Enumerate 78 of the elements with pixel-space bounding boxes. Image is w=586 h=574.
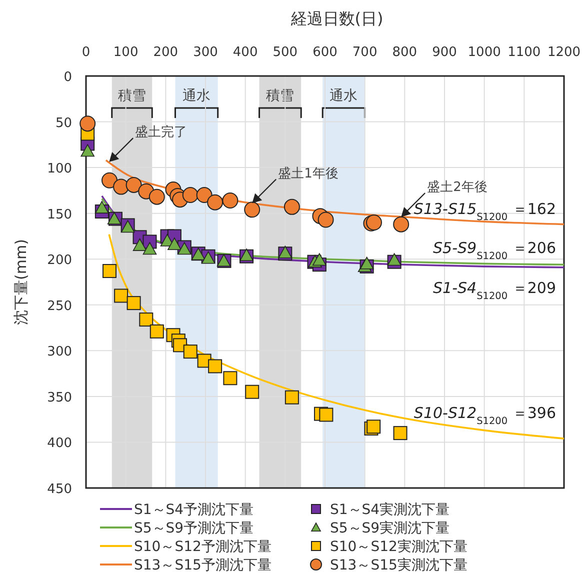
point [126, 176, 142, 193]
point [182, 187, 198, 204]
annotation: 盛土1年後 [278, 166, 338, 182]
legend-label: S13～S15予測沈下量 [134, 558, 272, 574]
y-tick-label: 50 [55, 116, 72, 131]
point [148, 188, 165, 205]
point [102, 172, 118, 188]
point [222, 192, 238, 209]
point [196, 187, 212, 204]
annotation: S10-S12$_{S1200}$＝396 [414, 404, 556, 426]
legend-label: S13～S15実測沈下量 [330, 558, 468, 574]
x-tick-label: 1000 [468, 45, 501, 60]
point [208, 359, 222, 374]
band-label: 通水 [330, 88, 358, 104]
point [102, 264, 116, 278]
x-tick-label: 1100 [508, 45, 541, 60]
point [312, 253, 326, 266]
legend-label: S1～S4予測沈下量 [134, 502, 254, 518]
legend-label: S5～S9予測沈下量 [134, 520, 254, 536]
x-tick-label: 100 [113, 45, 138, 60]
band-label: 積雪 [118, 88, 146, 104]
y-tick-label: 0 [64, 70, 72, 85]
band-label: 積雪 [266, 88, 294, 104]
legend-label: S1～S4実測沈下量 [330, 502, 450, 518]
x-axis-title: 経過日数(日) [290, 9, 384, 28]
annotation: S1-S4$_{S1200}$＝209 [433, 279, 556, 302]
point [80, 144, 94, 157]
x-tick-label: 1200 [547, 45, 581, 60]
x-tick-label: 600 [312, 45, 338, 60]
point [223, 371, 238, 386]
x-tick-label: 700 [352, 45, 378, 60]
point [245, 384, 260, 399]
x-tick-label: 400 [232, 45, 258, 60]
point [244, 202, 260, 218]
x-tick-label: 300 [193, 45, 218, 60]
y-axis-title: 沈下量(mm) [12, 239, 30, 325]
point [360, 256, 374, 270]
x-tick-label: 500 [272, 45, 298, 60]
y-tick-label: 450 [47, 482, 72, 497]
point [150, 324, 164, 338]
y-tick-label: 300 [47, 344, 72, 360]
point [278, 246, 292, 258]
point [387, 253, 402, 266]
legend-label: S5～S9実測沈下量 [330, 520, 450, 536]
point [393, 426, 408, 440]
point [139, 312, 154, 327]
legend-label: S10～S12実測沈下量 [330, 539, 468, 555]
y-tick-label: 100 [47, 162, 72, 177]
point [80, 116, 96, 132]
x-tick-label: 0 [82, 45, 90, 60]
point [318, 212, 334, 228]
point [183, 344, 198, 359]
x-tick-label: 200 [153, 45, 178, 60]
point [168, 238, 182, 250]
point [319, 408, 334, 422]
y-tick-label: 350 [47, 390, 72, 406]
annotation: S13-S15$_{S1200}$＝162 [414, 200, 556, 222]
legend-label: S10～S12予測沈下量 [134, 539, 272, 555]
annotation: S5-S9$_{S1200}$＝206 [433, 239, 556, 262]
point [114, 288, 128, 303]
point [142, 242, 157, 255]
point [132, 238, 147, 251]
point [393, 216, 410, 232]
y-tick-label: 250 [47, 298, 72, 314]
point [126, 296, 141, 310]
y-tick-label: 150 [47, 207, 72, 222]
y-tick-label: 200 [47, 253, 72, 268]
point [207, 194, 224, 210]
y-tick-label: 400 [47, 436, 72, 452]
point [95, 200, 109, 214]
point [284, 390, 299, 404]
annotation: 盛土2年後 [427, 180, 488, 195]
point [366, 420, 381, 434]
x-tick-label: 800 [392, 45, 418, 60]
point [284, 198, 300, 215]
x-tick-label: 900 [432, 45, 457, 60]
annotation: 盛土完了 [135, 124, 188, 140]
point [113, 178, 130, 195]
